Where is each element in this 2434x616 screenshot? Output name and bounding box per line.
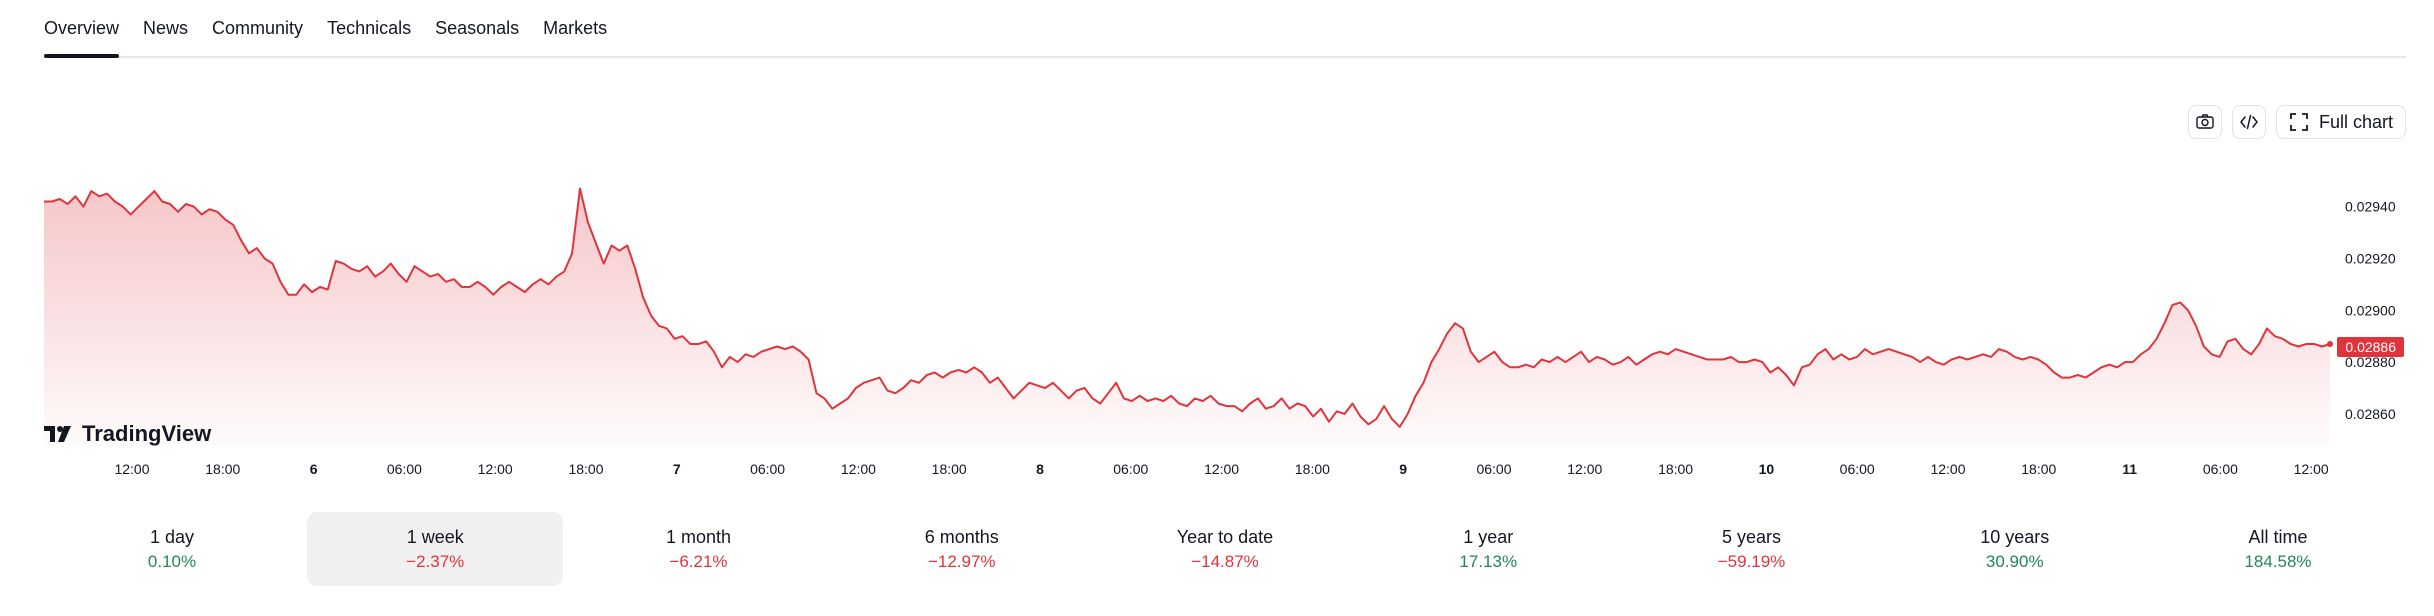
tab-bar: Overview News Community Technicals Seaso… (44, 0, 2406, 58)
price-chart[interactable]: 0.02940 0.02920 0.02900 0.02880 0.02860 12:0… (0, 0, 2434, 480)
period-label: 1 year (1463, 526, 1514, 547)
price-chart-svg[interactable]: 0.02940 0.02920 0.02900 0.02880 0.02860 12:0… (0, 0, 2434, 480)
period-10-years[interactable]: 10 years 30.90% (1887, 512, 2143, 586)
period-1-year[interactable]: 1 year 17.13% (1360, 512, 1616, 586)
period-change: −14.87% (1191, 551, 1259, 571)
tradingview-logo[interactable]: TradingView (44, 421, 211, 447)
x-tick-label: 18:00 (932, 461, 967, 477)
x-tick-label: 18:00 (1295, 461, 1330, 477)
x-tick-label: 12:00 (841, 461, 876, 477)
period-label: 5 years (1721, 526, 1782, 547)
tradingview-logo-icon (44, 426, 71, 442)
x-tick-label: 06:00 (1840, 461, 1875, 477)
y-tick-label: 0.02860 (2345, 406, 2396, 422)
period-change: 17.13% (1459, 551, 1518, 571)
x-tick-label: 12:00 (1204, 461, 1239, 477)
period-label: 1 month (665, 526, 732, 547)
fullscreen-icon (2290, 113, 2308, 131)
x-tick-label: 6 (310, 461, 318, 477)
period-change: −12.97% (927, 551, 996, 571)
x-tick-label: 18:00 (205, 461, 240, 477)
period-label: 1 week (406, 526, 464, 547)
period-change: −2.37% (406, 551, 465, 571)
tab-seasonals[interactable]: Seasonals (435, 18, 520, 38)
period-label: All time (2248, 526, 2308, 547)
x-tick-label: 06:00 (387, 461, 422, 477)
x-tick-label: 12:00 (478, 461, 513, 477)
camera-icon (2196, 114, 2214, 129)
x-tick-label: 18:00 (568, 461, 603, 477)
period-label: 6 months (924, 526, 999, 547)
period-1-month[interactable]: 1 month −6.21% (571, 512, 827, 586)
period-year-to-date[interactable]: Year to date −14.87% (1097, 512, 1353, 586)
period-label: 1 day (149, 526, 195, 547)
price-line (44, 187, 2331, 428)
x-tick-label: 06:00 (750, 461, 785, 477)
period-change: −59.19% (1717, 551, 1786, 571)
y-tick-label: 0.02880 (2345, 354, 2396, 370)
chart-toolbar: Full chart (2187, 105, 2406, 139)
tab-news[interactable]: News (143, 18, 189, 38)
x-tick-label: 10 (1759, 461, 1775, 477)
tab-markets[interactable]: Markets (543, 18, 608, 38)
period-1-week[interactable]: 1 week −2.37% (307, 512, 564, 586)
x-tick-label: 18:00 (1658, 461, 1693, 477)
period-5-years[interactable]: 5 years −59.19% (1624, 512, 1880, 586)
x-tick-label: 12:00 (1567, 461, 1602, 477)
period-1-day[interactable]: 1 day 0.10% (44, 512, 300, 586)
period-change: 184.58% (2244, 551, 2312, 571)
period-change: 0.10% (147, 551, 197, 571)
period-selector: 1 day 0.10% 1 week −2.37% 1 month −6.21%… (44, 512, 2406, 586)
y-tick-label: 0.02940 (2345, 199, 2396, 215)
x-tick-label: 12:00 (1930, 461, 1965, 477)
x-tick-label: 9 (1399, 461, 1407, 477)
x-tick-label: 8 (1036, 461, 1044, 477)
x-tick-label: 06:00 (2203, 461, 2238, 477)
last-price-badge: 0.02886 (2337, 337, 2404, 357)
full-chart-label: Full chart (2318, 111, 2393, 132)
price-area-fill (44, 188, 2330, 445)
period-all-time[interactable]: All time 184.58% (2150, 512, 2406, 586)
x-tick-label: 7 (673, 461, 681, 477)
x-tick-label: 06:00 (1476, 461, 1511, 477)
x-tick-label: 18:00 (2021, 461, 2056, 477)
x-tick-label: 06:00 (1113, 461, 1148, 477)
last-price-dot (2327, 341, 2333, 347)
x-tick-label: 12:00 (114, 461, 149, 477)
period-change: 30.90% (1985, 551, 2044, 571)
tab-overview[interactable]: Overview (44, 18, 120, 58)
y-tick-label: 0.02920 (2345, 251, 2396, 267)
period-label: Year to date (1176, 526, 1274, 547)
x-tick-label: 11 (2122, 461, 2137, 477)
period-6-months[interactable]: 6 months −12.97% (834, 512, 1090, 586)
tab-technicals[interactable]: Technicals (327, 18, 412, 38)
period-change: −6.21% (669, 551, 728, 571)
snapshot-button[interactable] (2187, 105, 2222, 139)
full-chart-button[interactable]: Full chart (2275, 105, 2406, 139)
code-icon (2240, 114, 2258, 130)
tab-community[interactable]: Community (212, 18, 304, 38)
x-tick-label: 12:00 (2294, 461, 2329, 477)
logo-text: TradingView (82, 421, 212, 446)
period-label: 10 years (1980, 526, 2050, 547)
embed-button[interactable] (2231, 105, 2266, 139)
y-tick-label: 0.02900 (2345, 302, 2396, 318)
